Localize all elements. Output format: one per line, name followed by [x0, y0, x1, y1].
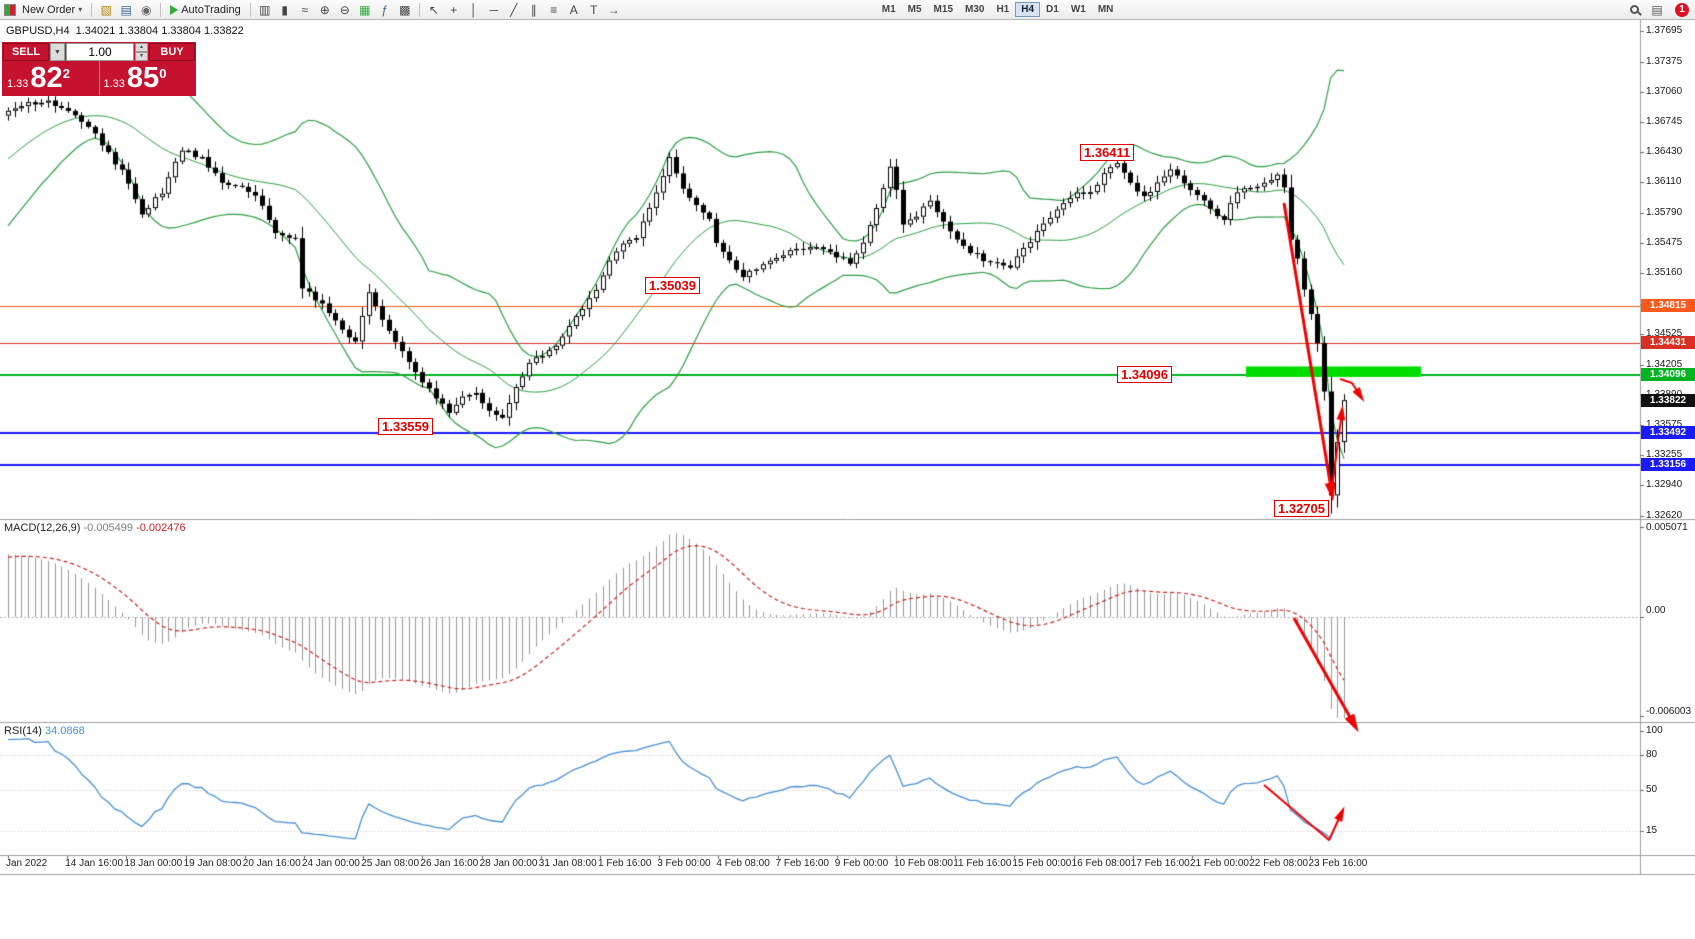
bar-chart-icon[interactable]: ▥	[255, 1, 275, 18]
toolbar-separator	[160, 2, 162, 17]
timeframe-m5-button[interactable]: M5	[902, 2, 928, 17]
bid-price-big: 82	[30, 62, 63, 94]
toolbar-separator	[91, 2, 93, 17]
volume-decrease-button[interactable]: ▼	[135, 52, 148, 61]
crosshair-icon[interactable]: +	[444, 1, 464, 18]
zoom-out-icon[interactable]: ⊖	[335, 1, 355, 18]
chart-ohlc-values: 1.34021 1.33804 1.33804 1.33822	[75, 25, 244, 37]
main-toolbar: New Order ▾ ▧ ▤ ◉ AutoTrading ▥ ▮ ≈ ⊕ ⊖ ▦ ƒ ▩ ↖ + │…	[0, 0, 1695, 20]
toolbar-separator	[249, 2, 251, 17]
new-order-label: New Order	[22, 3, 76, 16]
macd-name: MACD(12,26,9)	[4, 522, 81, 534]
bid-price-prefix: 1.33	[7, 78, 29, 90]
rsi-name: RSI(14)	[4, 725, 42, 737]
macd-main-value: -0.005499	[83, 522, 134, 534]
autotrading-label: AutoTrading	[181, 3, 241, 16]
caret-down-icon: ▾	[78, 5, 83, 14]
timeframe-h1-button[interactable]: H1	[990, 2, 1015, 17]
toolbar-right-group: ▤ 1	[1630, 1, 1691, 18]
fibonacci-icon[interactable]: ≡	[544, 1, 564, 18]
notification-badge[interactable]: 1	[1675, 2, 1689, 17]
macd-indicator-label: MACD(12,26,9) -0.005499 -0.002476	[4, 522, 186, 534]
indicators-icon[interactable]: ƒ	[375, 1, 395, 18]
bid-price-sup: 2	[62, 66, 70, 81]
toolbar-group-tools: ↖ + │ ─ ╱ ∥ ≡ A T →	[424, 1, 624, 18]
print-icon[interactable]: ▤	[116, 1, 136, 18]
timeframe-m15-button[interactable]: M15	[928, 2, 959, 17]
line-chart-icon[interactable]: ≈	[295, 1, 315, 18]
vertical-line-icon[interactable]: │	[464, 1, 484, 18]
templates-icon[interactable]: ▩	[395, 1, 415, 18]
horizontal-line-icon[interactable]: ─	[484, 1, 504, 18]
tile-windows-icon[interactable]: ▦	[355, 1, 375, 18]
text-icon[interactable]: A	[564, 1, 584, 18]
macd-signal-value: -0.002476	[136, 522, 186, 534]
volume-dropdown-button[interactable]: ▼	[50, 43, 65, 61]
chart-title: GBPUSD,H4 1.34021 1.33804 1.33804 1.33822	[6, 25, 244, 37]
chart-symbol-period: GBPUSD,H4	[6, 25, 70, 37]
zoom-in-icon[interactable]: ⊕	[315, 1, 335, 18]
volume-spinner: ▲ ▼	[135, 43, 148, 61]
label-icon[interactable]: T	[584, 1, 604, 18]
rsi-indicator-label: RSI(14) 34.0868	[4, 725, 85, 737]
rsi-value: 34.0868	[44, 725, 85, 737]
toolbar-group-timeframes: M1 M5 M15 M30 H1 H4 D1 W1 MN	[876, 2, 1120, 17]
data-window-icon[interactable]: ▤	[1651, 2, 1663, 17]
sell-price-display[interactable]: 1.33 82 2	[3, 61, 99, 95]
toolbar-group-chart: ▥ ▮ ≈ ⊕ ⊖ ▦ ƒ ▩	[255, 1, 415, 18]
buy-button[interactable]: BUY	[149, 43, 195, 61]
toolbar-separator	[418, 2, 420, 17]
play-icon	[170, 4, 179, 15]
package-icon[interactable]: ▧	[96, 1, 116, 18]
timeframe-d1-button[interactable]: D1	[1040, 2, 1065, 17]
search-icon[interactable]	[1630, 5, 1639, 14]
volume-input[interactable]	[66, 43, 134, 61]
toolbar-group-main: ▧ ▤ ◉	[96, 1, 156, 18]
cursor-icon[interactable]: ↖	[424, 1, 444, 18]
new-order-icon	[4, 3, 16, 16]
timeframe-h4-button[interactable]: H4	[1015, 2, 1041, 17]
volume-increase-button[interactable]: ▲	[135, 43, 148, 52]
ask-price-prefix: 1.33	[103, 78, 125, 90]
record-icon[interactable]: ◉	[136, 1, 156, 18]
candlestick-chart-icon[interactable]: ▮	[275, 1, 295, 18]
timeframe-m30-button[interactable]: M30	[959, 2, 990, 17]
channel-icon[interactable]: ∥	[524, 1, 544, 18]
ask-price-big: 85	[126, 62, 160, 94]
trendline-icon[interactable]: ╱	[504, 1, 524, 18]
autotrading-button[interactable]: AutoTrading	[165, 1, 246, 18]
new-order-button[interactable]: New Order ▾	[17, 1, 87, 18]
timeframe-mn-button[interactable]: MN	[1092, 2, 1120, 17]
buy-price-display[interactable]: 1.33 85 0	[98, 61, 196, 95]
sell-button[interactable]: SELL	[3, 43, 49, 61]
timeframe-w1-button[interactable]: W1	[1065, 2, 1092, 17]
ask-price-sup: 0	[159, 66, 167, 81]
arrows-icon[interactable]: →	[604, 1, 624, 18]
timeframe-m1-button[interactable]: M1	[876, 2, 902, 17]
